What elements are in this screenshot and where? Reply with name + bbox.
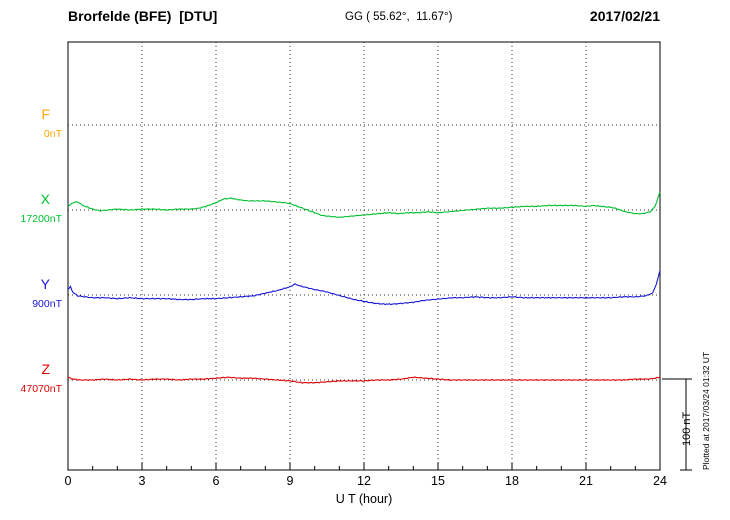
channel-label-f: F xyxy=(41,106,50,122)
channel-label-z: Z xyxy=(41,361,50,377)
trace-layer xyxy=(67,191,661,384)
x-axis-title: U T (hour) xyxy=(335,492,393,506)
channel-baseline-y: 900nT xyxy=(32,298,62,310)
x-tick-label: 18 xyxy=(505,474,519,488)
channel-label-x: X xyxy=(40,191,50,207)
channel-label-y: Y xyxy=(40,276,50,292)
scale-bar-label: 100 nT xyxy=(681,411,693,446)
axis-ticks xyxy=(92,463,636,470)
x-tick-label: 21 xyxy=(579,474,593,488)
x-tick-label: 3 xyxy=(138,474,146,488)
channel-baseline-z: 47070nT xyxy=(20,383,62,395)
x-tick-label: 0 xyxy=(64,474,72,488)
channel-baseline-x: 17200nT xyxy=(20,213,62,225)
station-title: Brorfelde (BFE) [DTU] xyxy=(68,8,218,24)
x-tick-label: 24 xyxy=(653,474,667,488)
x-tick-label: 15 xyxy=(431,474,445,488)
geographic-coordinates: GG ( 55.62°, 11.67°) xyxy=(345,11,453,23)
scale-bar xyxy=(662,378,692,471)
plot-date: 2017/02/21 xyxy=(589,8,660,24)
plotted-at-note: Plotted at 2017/03/24 01:32 UT xyxy=(701,351,711,470)
channel-baseline-f: 0nT xyxy=(43,128,62,140)
grid-layer xyxy=(68,42,660,470)
x-tick-label: 12 xyxy=(357,474,371,488)
x-tick-label: 9 xyxy=(286,474,294,488)
x-tick-label: 6 xyxy=(212,474,220,488)
